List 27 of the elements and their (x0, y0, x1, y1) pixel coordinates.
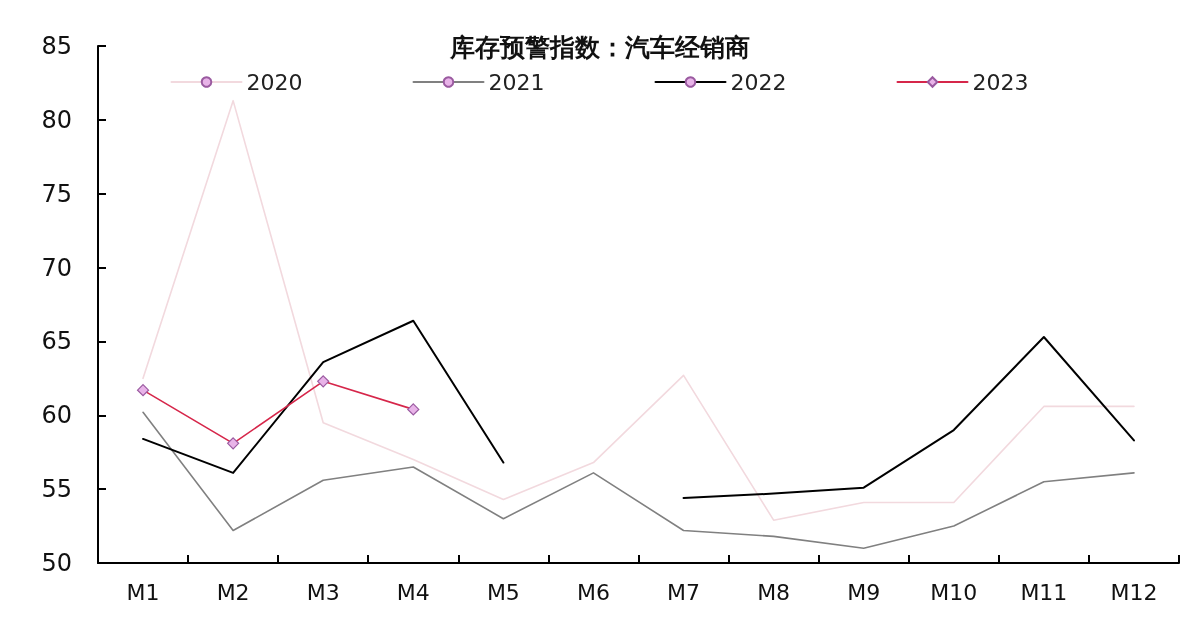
legend-label: 2023 (972, 69, 1029, 95)
x-tick-label: M8 (757, 579, 791, 605)
x-tick-label: M4 (396, 579, 430, 605)
x-tick-label: M9 (847, 579, 881, 605)
x-tick-label: M5 (486, 579, 520, 605)
legend-label: 2021 (488, 69, 545, 95)
y-tick-label: 50 (41, 549, 72, 577)
x-tick-label: M12 (1110, 579, 1158, 605)
y-tick-label: 80 (41, 105, 72, 134)
x-tick-label: M6 (576, 579, 610, 605)
y-tick-label: 55 (41, 475, 72, 504)
x-tick-label: M7 (667, 579, 701, 605)
x-tick-label: M11 (1020, 579, 1068, 605)
legend-label: 2020 (246, 69, 303, 95)
line-series (142, 411, 1135, 550)
chart-title: 库存预警指数：汽车经销商 (448, 33, 750, 62)
x-tick-label: M1 (126, 579, 160, 605)
y-tick-label: 70 (41, 253, 72, 282)
line-series (142, 99, 1135, 521)
legend-label: 2022 (730, 69, 787, 95)
y-tick-label: 85 (41, 32, 72, 60)
y-tick-label: 60 (41, 401, 72, 430)
x-tick-label: M3 (306, 579, 340, 605)
x-tick-label: M2 (216, 579, 250, 605)
y-tick-label: 65 (41, 327, 72, 356)
x-tick-label: M10 (930, 579, 978, 605)
y-tick-label: 75 (41, 179, 72, 208)
